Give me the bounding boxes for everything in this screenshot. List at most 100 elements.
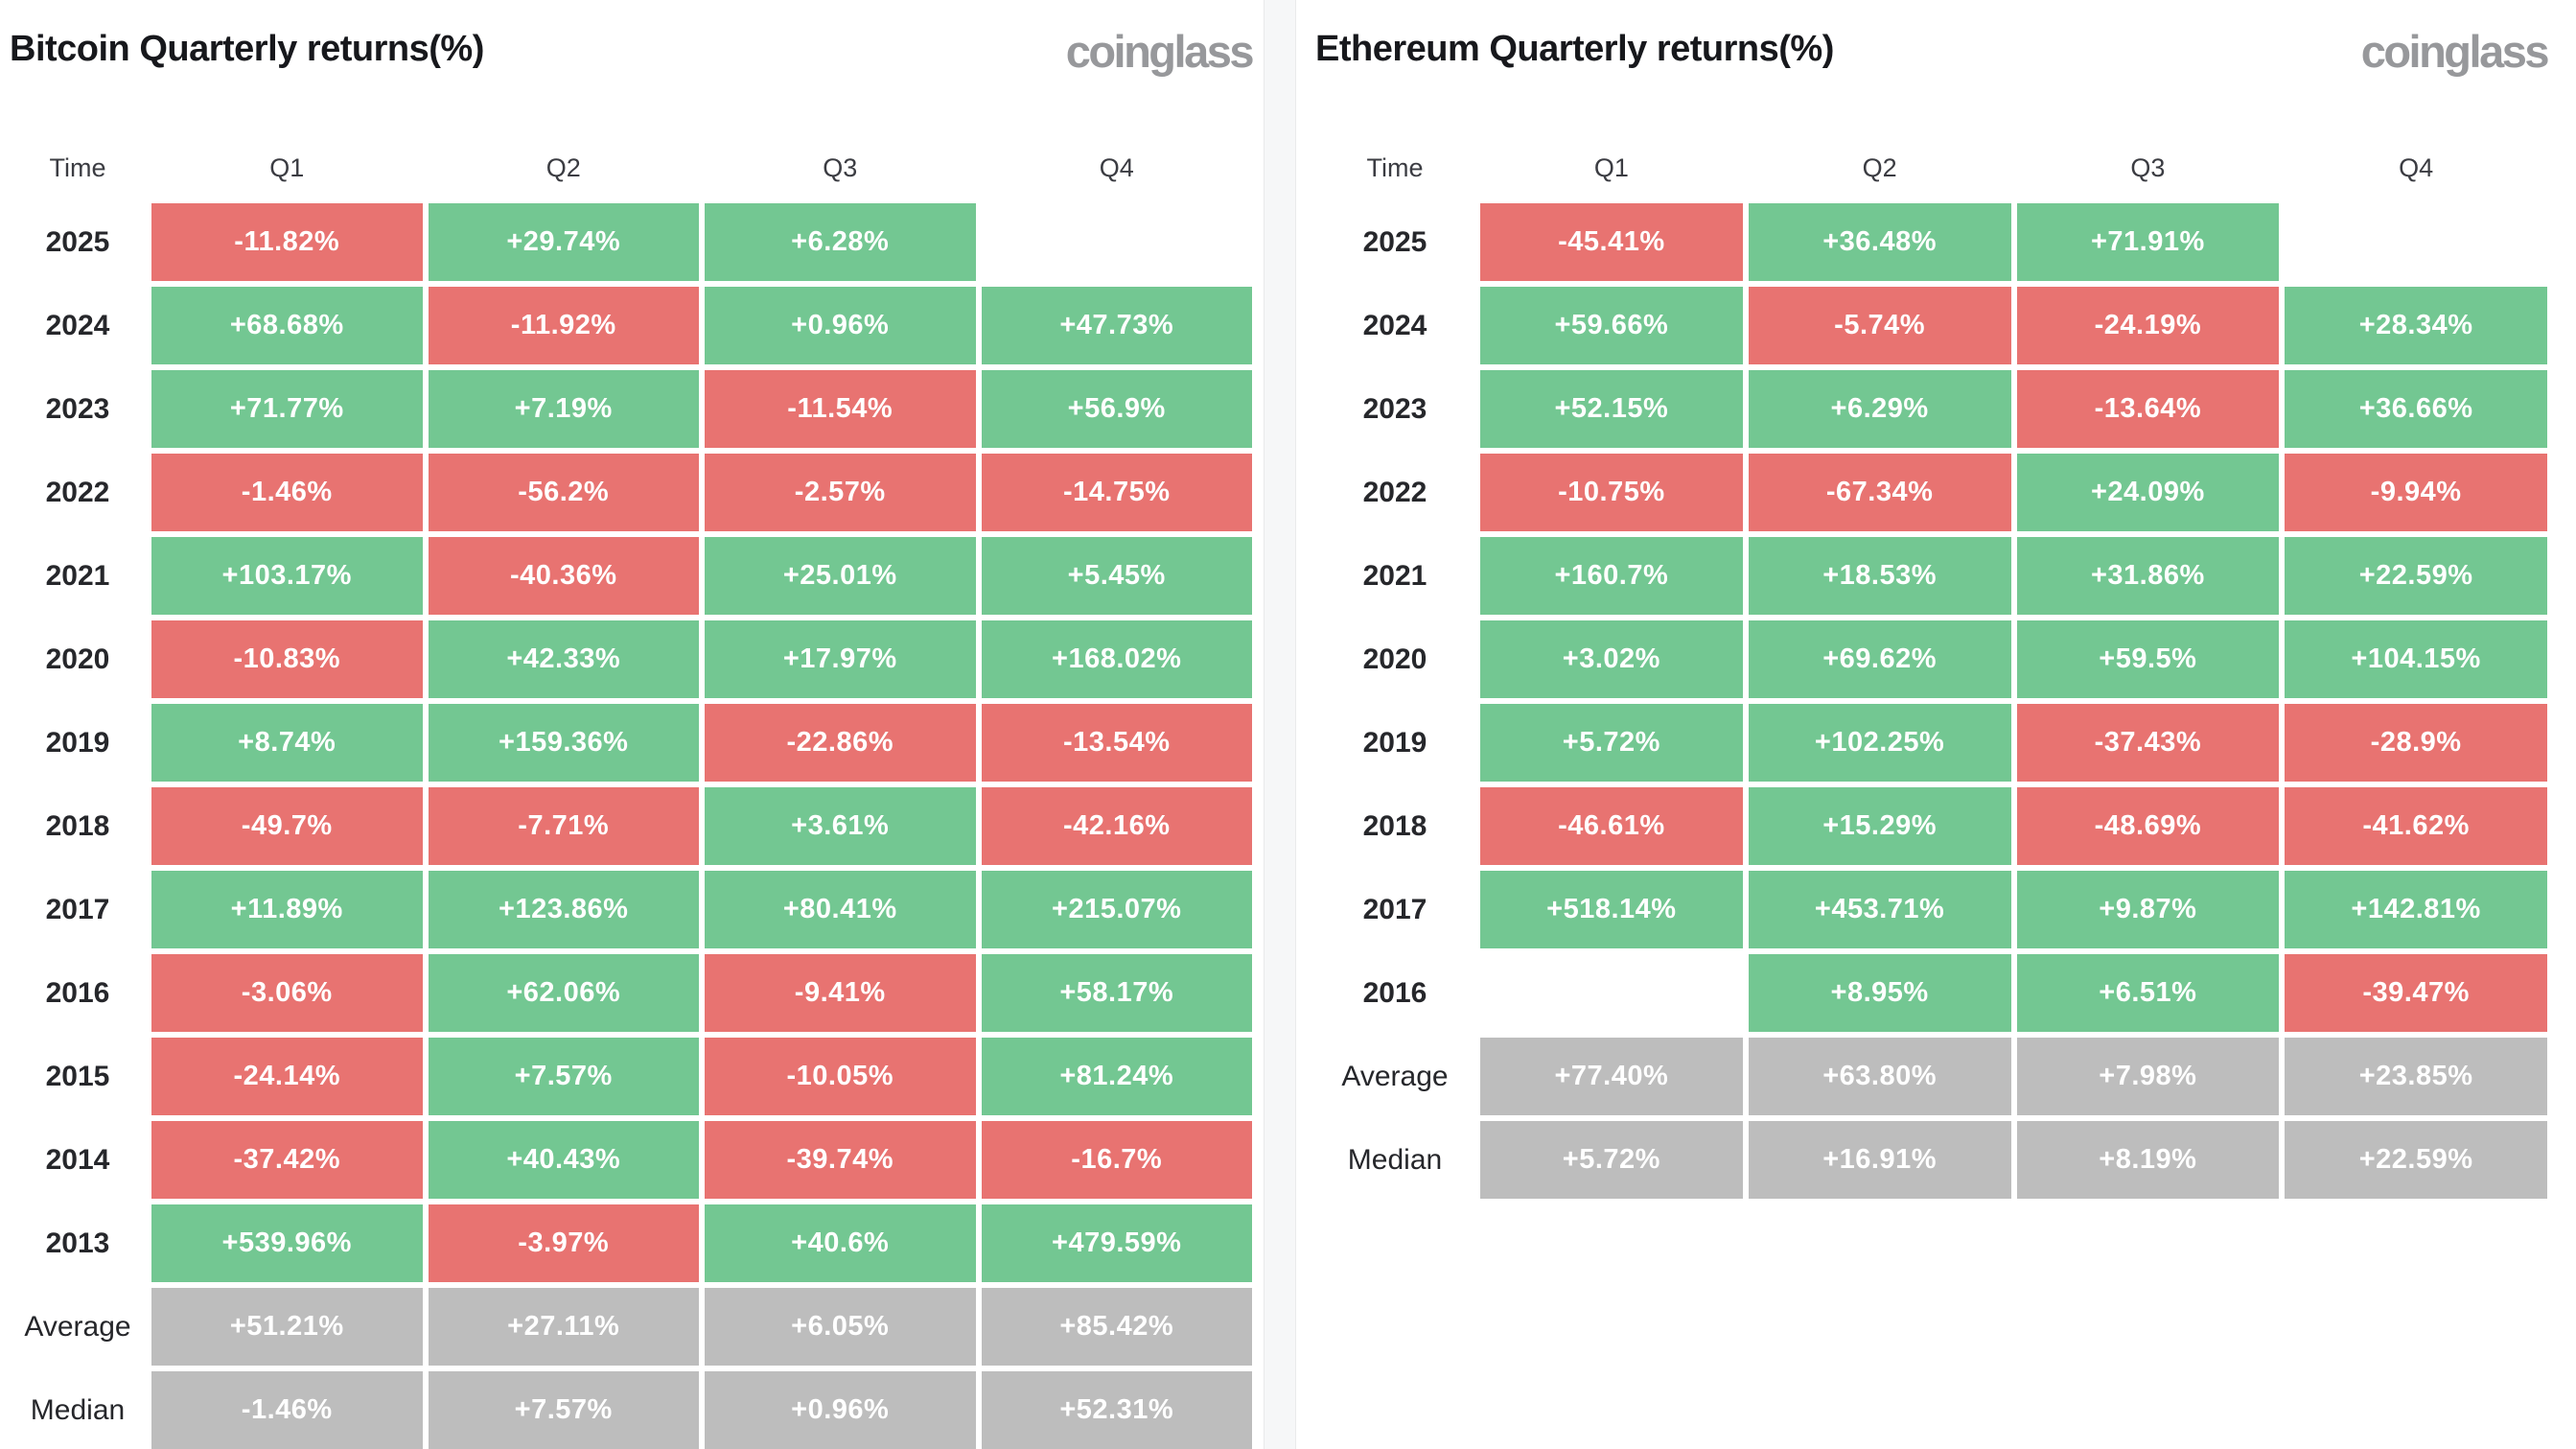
return-cell-average-q1: +77.40% — [1480, 1038, 1743, 1115]
row-label-average: Average — [24, 1310, 131, 1343]
return-cell-2021-q4: +5.45% — [981, 537, 1252, 615]
row-label-average: Average — [1341, 1060, 1449, 1092]
row-label-2022: 2022 — [45, 476, 110, 508]
return-cell-2017-q2: +123.86% — [428, 871, 699, 948]
return-cell-2017-q4: +215.07% — [981, 871, 1252, 948]
return-cell-2021-q2: +18.53% — [1748, 537, 2011, 615]
column-header-time: Time — [49, 152, 106, 182]
return-cell-2021-q3: +31.86% — [2016, 537, 2280, 615]
return-cell-2023-q2: +6.29% — [1748, 370, 2011, 448]
row-label-2023: 2023 — [45, 392, 110, 425]
column-header-q3: Q3 — [823, 152, 858, 182]
return-cell-2018-q3: -48.69% — [2016, 787, 2280, 865]
return-cell-2019-q2: +159.36% — [428, 704, 699, 782]
return-cell-2023-q3: -13.64% — [2016, 370, 2280, 448]
row-label-2025: 2025 — [45, 225, 110, 258]
return-cell-2018-q4: -42.16% — [981, 787, 1252, 865]
row-label-2016: 2016 — [45, 976, 110, 1009]
return-cell-2022-q2: -67.34% — [1748, 454, 2011, 531]
return-cell-2024-q3: +0.96% — [705, 287, 976, 364]
return-cell-2021-q1: +103.17% — [151, 537, 423, 615]
return-cell-2018-q2: +15.29% — [1748, 787, 2011, 865]
return-cell-2020-q4: +104.15% — [2285, 620, 2547, 698]
return-cell-2018-q2: -7.71% — [428, 787, 699, 865]
return-cell-2020-q2: +42.33% — [428, 620, 699, 698]
return-cell-2023-q1: +52.15% — [1480, 370, 1743, 448]
return-cell-2023-q1: +71.77% — [151, 370, 423, 448]
return-cell-2024-q1: +68.68% — [151, 287, 423, 364]
return-cell-2017-q4: +142.81% — [2285, 871, 2547, 948]
return-cell-2022-q3: -2.57% — [705, 454, 976, 531]
return-cell-2015-q4: +81.24% — [981, 1038, 1252, 1115]
return-cell-2022-q3: +24.09% — [2016, 454, 2280, 531]
return-cell-median-q3: +0.96% — [705, 1371, 976, 1449]
coinglass-logo[interactable]: coinglass — [1065, 26, 1255, 77]
return-cell-2017-q2: +453.71% — [1748, 871, 2011, 948]
return-cell-2025-q2: +36.48% — [1748, 203, 2011, 281]
return-cell-2018-q1: -49.7% — [151, 787, 423, 865]
row-label-2021: 2021 — [45, 559, 110, 592]
row-label-2025: 2025 — [1362, 225, 1427, 258]
return-cell-2023-q3: -11.54% — [705, 370, 976, 448]
row-label-2017: 2017 — [1362, 893, 1427, 925]
column-header-q2: Q2 — [1862, 152, 1897, 182]
row-label-2014: 2014 — [45, 1143, 110, 1176]
return-cell-2014-q4: -16.7% — [981, 1121, 1252, 1199]
return-cell-average-q2: +63.80% — [1748, 1038, 2011, 1115]
return-cell-2020-q3: +17.97% — [705, 620, 976, 698]
return-cell-2016-q4: +58.17% — [981, 954, 1252, 1032]
return-cell-median-q4: +52.31% — [981, 1371, 1252, 1449]
row-label-2020: 2020 — [1362, 643, 1427, 675]
return-cell-2016-q1: -3.06% — [151, 954, 423, 1032]
return-cell-2014-q3: -39.74% — [705, 1121, 976, 1199]
row-label-median: Median — [1347, 1143, 1443, 1176]
return-cell-2022-q2: -56.2% — [428, 454, 699, 531]
return-cell-2017-q3: +9.87% — [2016, 871, 2280, 948]
return-cell-2020-q1: -10.83% — [151, 620, 423, 698]
row-label-2020: 2020 — [45, 643, 110, 675]
return-cell-2024-q2: -5.74% — [1748, 287, 2011, 364]
return-cell-2018-q3: +3.61% — [705, 787, 976, 865]
return-cell-2015-q3: -10.05% — [705, 1038, 976, 1115]
coinglass-logo[interactable]: coinglass — [2360, 26, 2550, 77]
ethereum-returns-panel: Ethereum Quarterly returns(%) coinglass … — [1296, 0, 2576, 1449]
return-cell-2023-q4: +36.66% — [2285, 370, 2547, 448]
return-cell-2019-q4: -28.9% — [2285, 704, 2547, 782]
row-label-2017: 2017 — [45, 893, 110, 925]
return-cell-2019-q4: -13.54% — [981, 704, 1252, 782]
return-cell-2018-q4: -41.62% — [2285, 787, 2547, 865]
ethereum-returns-table: Time Q1 Q2 Q3 Q4 2025 -45.41% +36.48% +71.91% 202… — [1315, 138, 2547, 1199]
return-cell-2013-q2: -3.97% — [428, 1204, 699, 1282]
return-cell-median-q4: +22.59% — [2285, 1121, 2547, 1199]
return-cell-median-q2: +16.91% — [1748, 1121, 2011, 1199]
return-cell-2013-q4: +479.59% — [981, 1204, 1252, 1282]
bitcoin-panel-title: Bitcoin Quarterly returns(%) — [10, 29, 484, 69]
return-cell-median-q1: -1.46% — [151, 1371, 423, 1449]
row-label-2021: 2021 — [1362, 559, 1427, 592]
return-cell-2025-q1: -11.82% — [151, 203, 423, 281]
return-cell-2016-q3: +6.51% — [2016, 954, 2280, 1032]
return-cell-2022-q4: -14.75% — [981, 454, 1252, 531]
bitcoin-returns-panel: Bitcoin Quarterly returns(%) coinglass T… — [0, 0, 1264, 1449]
row-label-2013: 2013 — [45, 1227, 110, 1259]
return-cell-2016-q4: -39.47% — [2285, 954, 2547, 1032]
return-cell-2014-q1: -37.42% — [151, 1121, 423, 1199]
return-cell-2019-q2: +102.25% — [1748, 704, 2011, 782]
return-cell-2025-q3: +6.28% — [705, 203, 976, 281]
return-cell-2016-q2: +8.95% — [1748, 954, 2011, 1032]
column-header-q2: Q2 — [545, 152, 581, 182]
bitcoin-panel-header: Bitcoin Quarterly returns(%) coinglass — [10, 0, 1255, 138]
return-cell-2022-q1: -10.75% — [1480, 454, 1743, 531]
return-cell-2019-q3: -22.86% — [705, 704, 976, 782]
return-cell-2024-q4: +47.73% — [981, 287, 1252, 364]
column-header-q1: Q1 — [269, 152, 305, 182]
row-label-2018: 2018 — [1362, 809, 1427, 842]
return-cell-2021-q3: +25.01% — [705, 537, 976, 615]
return-cell-2021-q2: -40.36% — [428, 537, 699, 615]
panel-divider — [1264, 0, 1296, 1449]
column-header-q3: Q3 — [2130, 152, 2166, 182]
return-cell-average-q3: +6.05% — [705, 1288, 976, 1366]
return-cell-2017-q1: +11.89% — [151, 871, 423, 948]
return-cell-2015-q1: -24.14% — [151, 1038, 423, 1115]
return-cell-average-q4: +23.85% — [2285, 1038, 2547, 1115]
